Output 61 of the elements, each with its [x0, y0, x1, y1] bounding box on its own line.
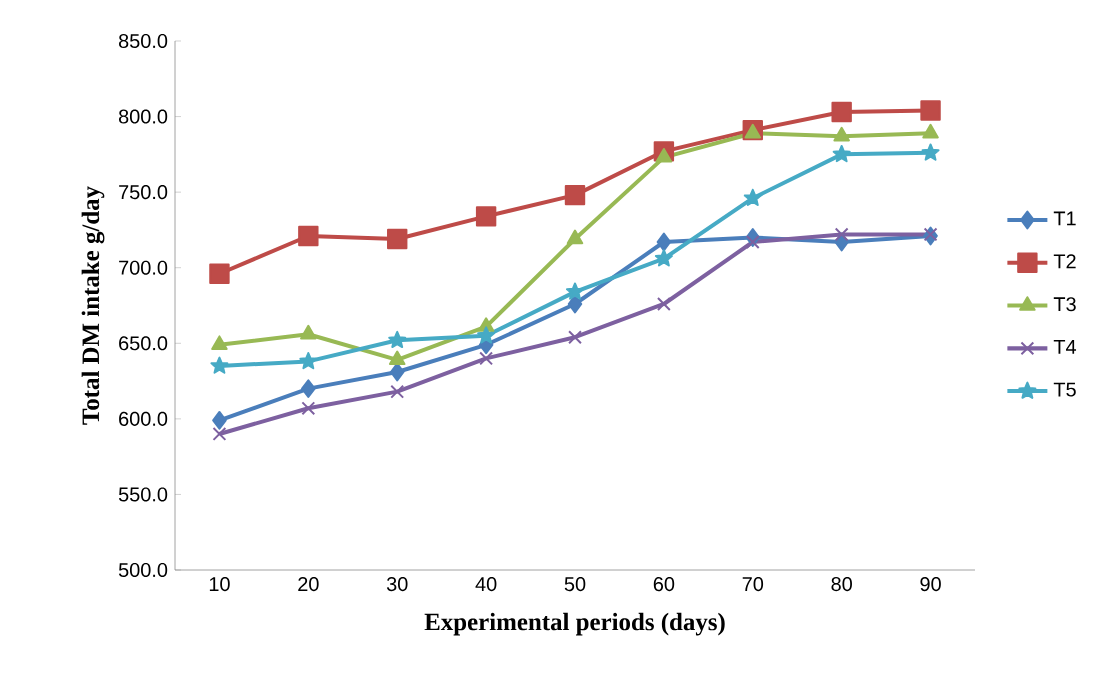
point — [301, 379, 316, 399]
y-tick-label: 650.0 — [119, 336, 168, 351]
y-tick-label: 600.0 — [119, 411, 168, 426]
point — [921, 143, 940, 161]
point — [301, 401, 316, 416]
legend-label: T3 — [1053, 297, 1076, 312]
point — [656, 232, 672, 252]
x-tick-label: 10 — [209, 577, 230, 592]
legend-label: T5 — [1053, 382, 1076, 397]
y-tick-label: 750.0 — [119, 185, 168, 200]
point — [831, 101, 852, 123]
y-tick-label: 550.0 — [118, 487, 168, 502]
point — [655, 147, 673, 163]
point — [922, 123, 939, 139]
point — [566, 282, 584, 300]
point — [568, 330, 582, 345]
point — [745, 235, 760, 249]
point — [300, 324, 317, 340]
point — [209, 263, 230, 284]
point — [389, 362, 405, 382]
point — [387, 228, 408, 250]
x-tick-label: 80 — [831, 577, 852, 592]
legend-label: T1 — [1053, 211, 1076, 226]
point — [388, 350, 406, 366]
y-tick-label: 850.0 — [118, 33, 168, 49]
x-tick-label: 70 — [742, 577, 764, 592]
point — [564, 184, 586, 206]
point — [298, 225, 319, 247]
point — [475, 206, 497, 227]
point — [388, 330, 407, 349]
x-tick-label: 60 — [653, 577, 675, 592]
y-axis-title: Total DM intake g/day — [81, 186, 105, 425]
point — [832, 144, 851, 163]
point — [920, 100, 941, 121]
point — [211, 335, 228, 350]
x-tick-label: 30 — [386, 577, 408, 592]
point — [654, 249, 673, 267]
y-tick-label: 500.0 — [118, 562, 168, 578]
point — [479, 351, 494, 366]
x-tick-label: 90 — [920, 577, 941, 592]
x-tick-label: 50 — [564, 577, 586, 592]
point — [212, 410, 227, 430]
point — [477, 326, 496, 344]
x-tick-label: 40 — [475, 577, 497, 592]
point — [743, 188, 762, 206]
y-tick-label: 800.0 — [118, 109, 168, 124]
legend-label: T4 — [1053, 340, 1077, 354]
point — [390, 384, 405, 399]
x-axis-title: Experimental periods (days) — [424, 612, 725, 636]
point — [834, 227, 849, 242]
point — [833, 126, 850, 142]
point — [567, 294, 583, 314]
point — [212, 427, 227, 441]
legend-label: T2 — [1053, 254, 1076, 269]
point — [656, 297, 671, 311]
x-tick-label: 20 — [298, 577, 319, 592]
y-tick-label: 700.0 — [119, 260, 168, 275]
point — [299, 352, 318, 370]
point — [923, 227, 938, 242]
point — [566, 229, 584, 245]
point — [210, 356, 229, 374]
